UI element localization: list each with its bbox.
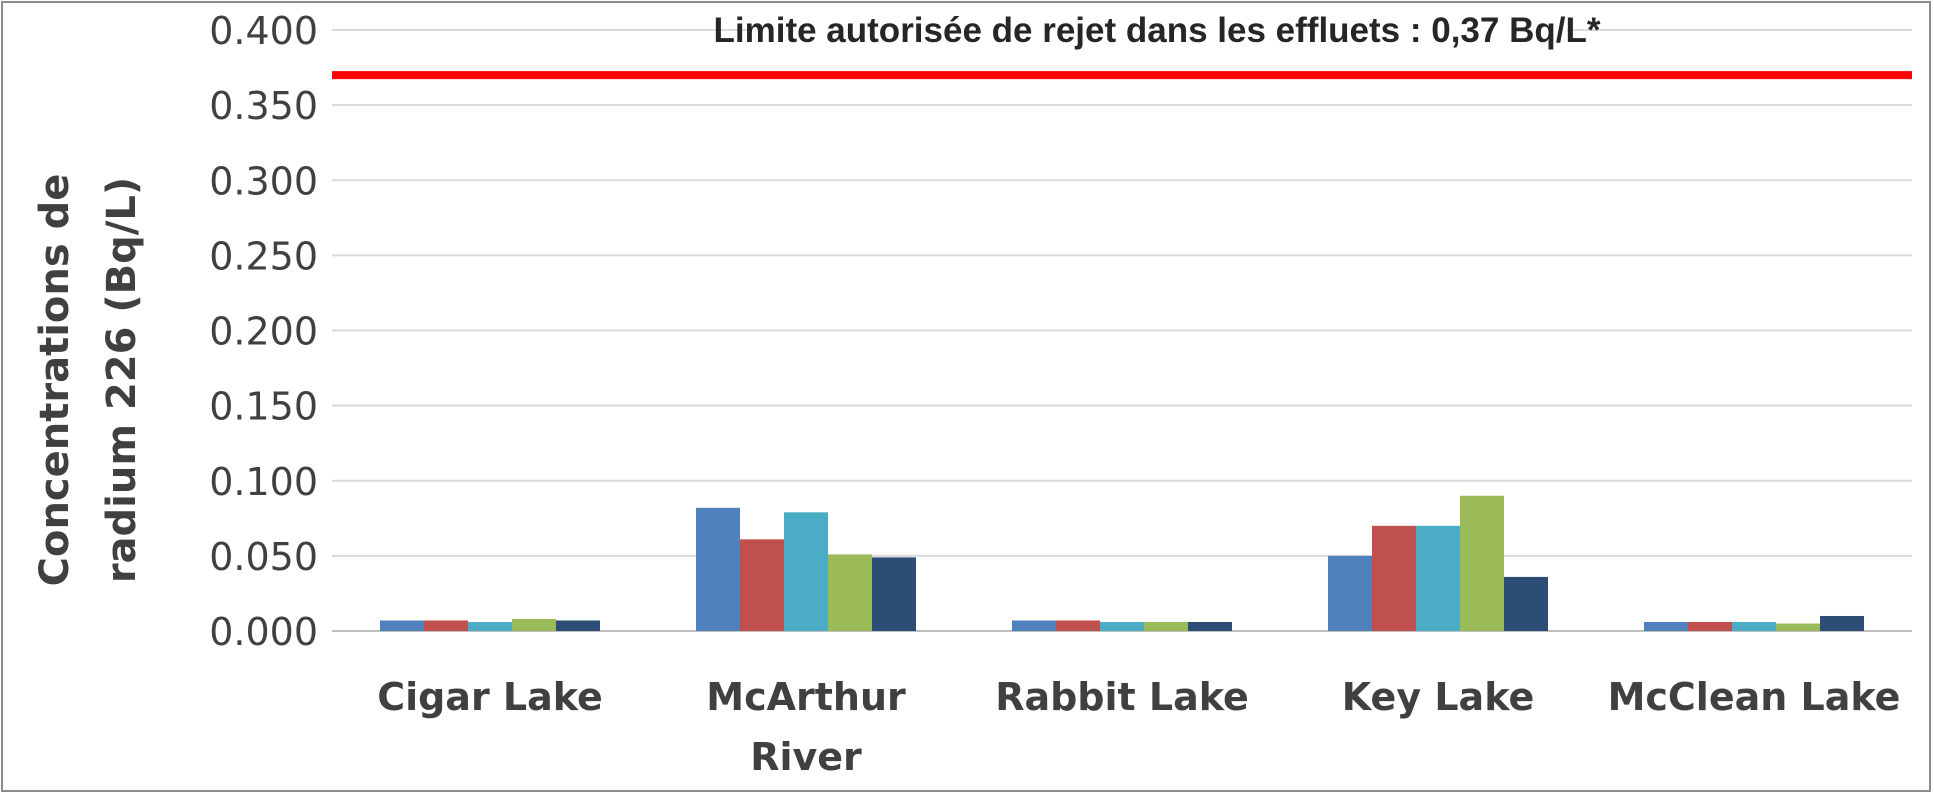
bar: [1056, 620, 1100, 631]
bar: [1688, 621, 1732, 631]
y-axis-ticks: 0.000 0.050 0.100 0.150 0.200 0.250 0.300 0.350…: [209, 9, 318, 654]
bar: [1416, 525, 1460, 631]
y-axis-title-line-2: radium 226 (Bq/L): [99, 177, 145, 583]
x-category-label: Rabbit Lake: [995, 675, 1249, 719]
y-tick-label: 0.000: [209, 610, 318, 654]
limit-label: Limite autorisée de rejet dans les efflu…: [714, 11, 1601, 50]
limit-label-background: [747, 18, 1567, 44]
bar: [1460, 495, 1504, 631]
bar: [872, 557, 916, 631]
bar: [556, 620, 600, 631]
bar: [828, 554, 872, 631]
bar: [696, 507, 740, 631]
y-tick-label: 0.100: [209, 460, 318, 504]
x-category-label: Cigar Lake: [377, 675, 603, 719]
y-tick-label: 0.400: [209, 9, 318, 53]
bar: [424, 620, 468, 631]
bar: [512, 618, 556, 631]
y-tick-label: 0.200: [209, 310, 318, 354]
bar: [1776, 623, 1820, 631]
bar: [784, 512, 828, 631]
bar: [740, 539, 784, 631]
bar: [1504, 576, 1548, 631]
x-category-label: McClean Lake: [1608, 675, 1901, 719]
bar: [1644, 621, 1688, 631]
y-tick-label: 0.050: [209, 535, 318, 579]
gridlines: [332, 29, 1912, 632]
bar: [468, 621, 512, 631]
bar: [1144, 621, 1188, 631]
bar: [1188, 621, 1232, 631]
y-axis-title: Concentrations de: [32, 174, 78, 587]
bar: [1372, 525, 1416, 631]
bar: [1820, 615, 1864, 631]
bar: [380, 620, 424, 631]
y-axis-title-line-1: Concentrations de: [32, 174, 78, 587]
bar: [1100, 621, 1144, 631]
bar: [1732, 621, 1776, 631]
bar: [1328, 555, 1372, 631]
x-category-label: McArthur River: [706, 675, 906, 779]
x-axis-categories: Cigar Lake McArthur River Rabbit Lake Key La…: [377, 675, 1900, 779]
y-tick-label: 0.300: [209, 159, 318, 203]
bar: [1012, 620, 1056, 631]
y-tick-label: 0.150: [209, 385, 318, 429]
y-axis-title-2: radium 226 (Bq/L): [99, 177, 145, 583]
y-tick-label: 0.250: [209, 234, 318, 278]
bars: [380, 495, 1864, 631]
x-category-label: Key Lake: [1342, 675, 1534, 719]
y-tick-label: 0.350: [209, 84, 318, 128]
